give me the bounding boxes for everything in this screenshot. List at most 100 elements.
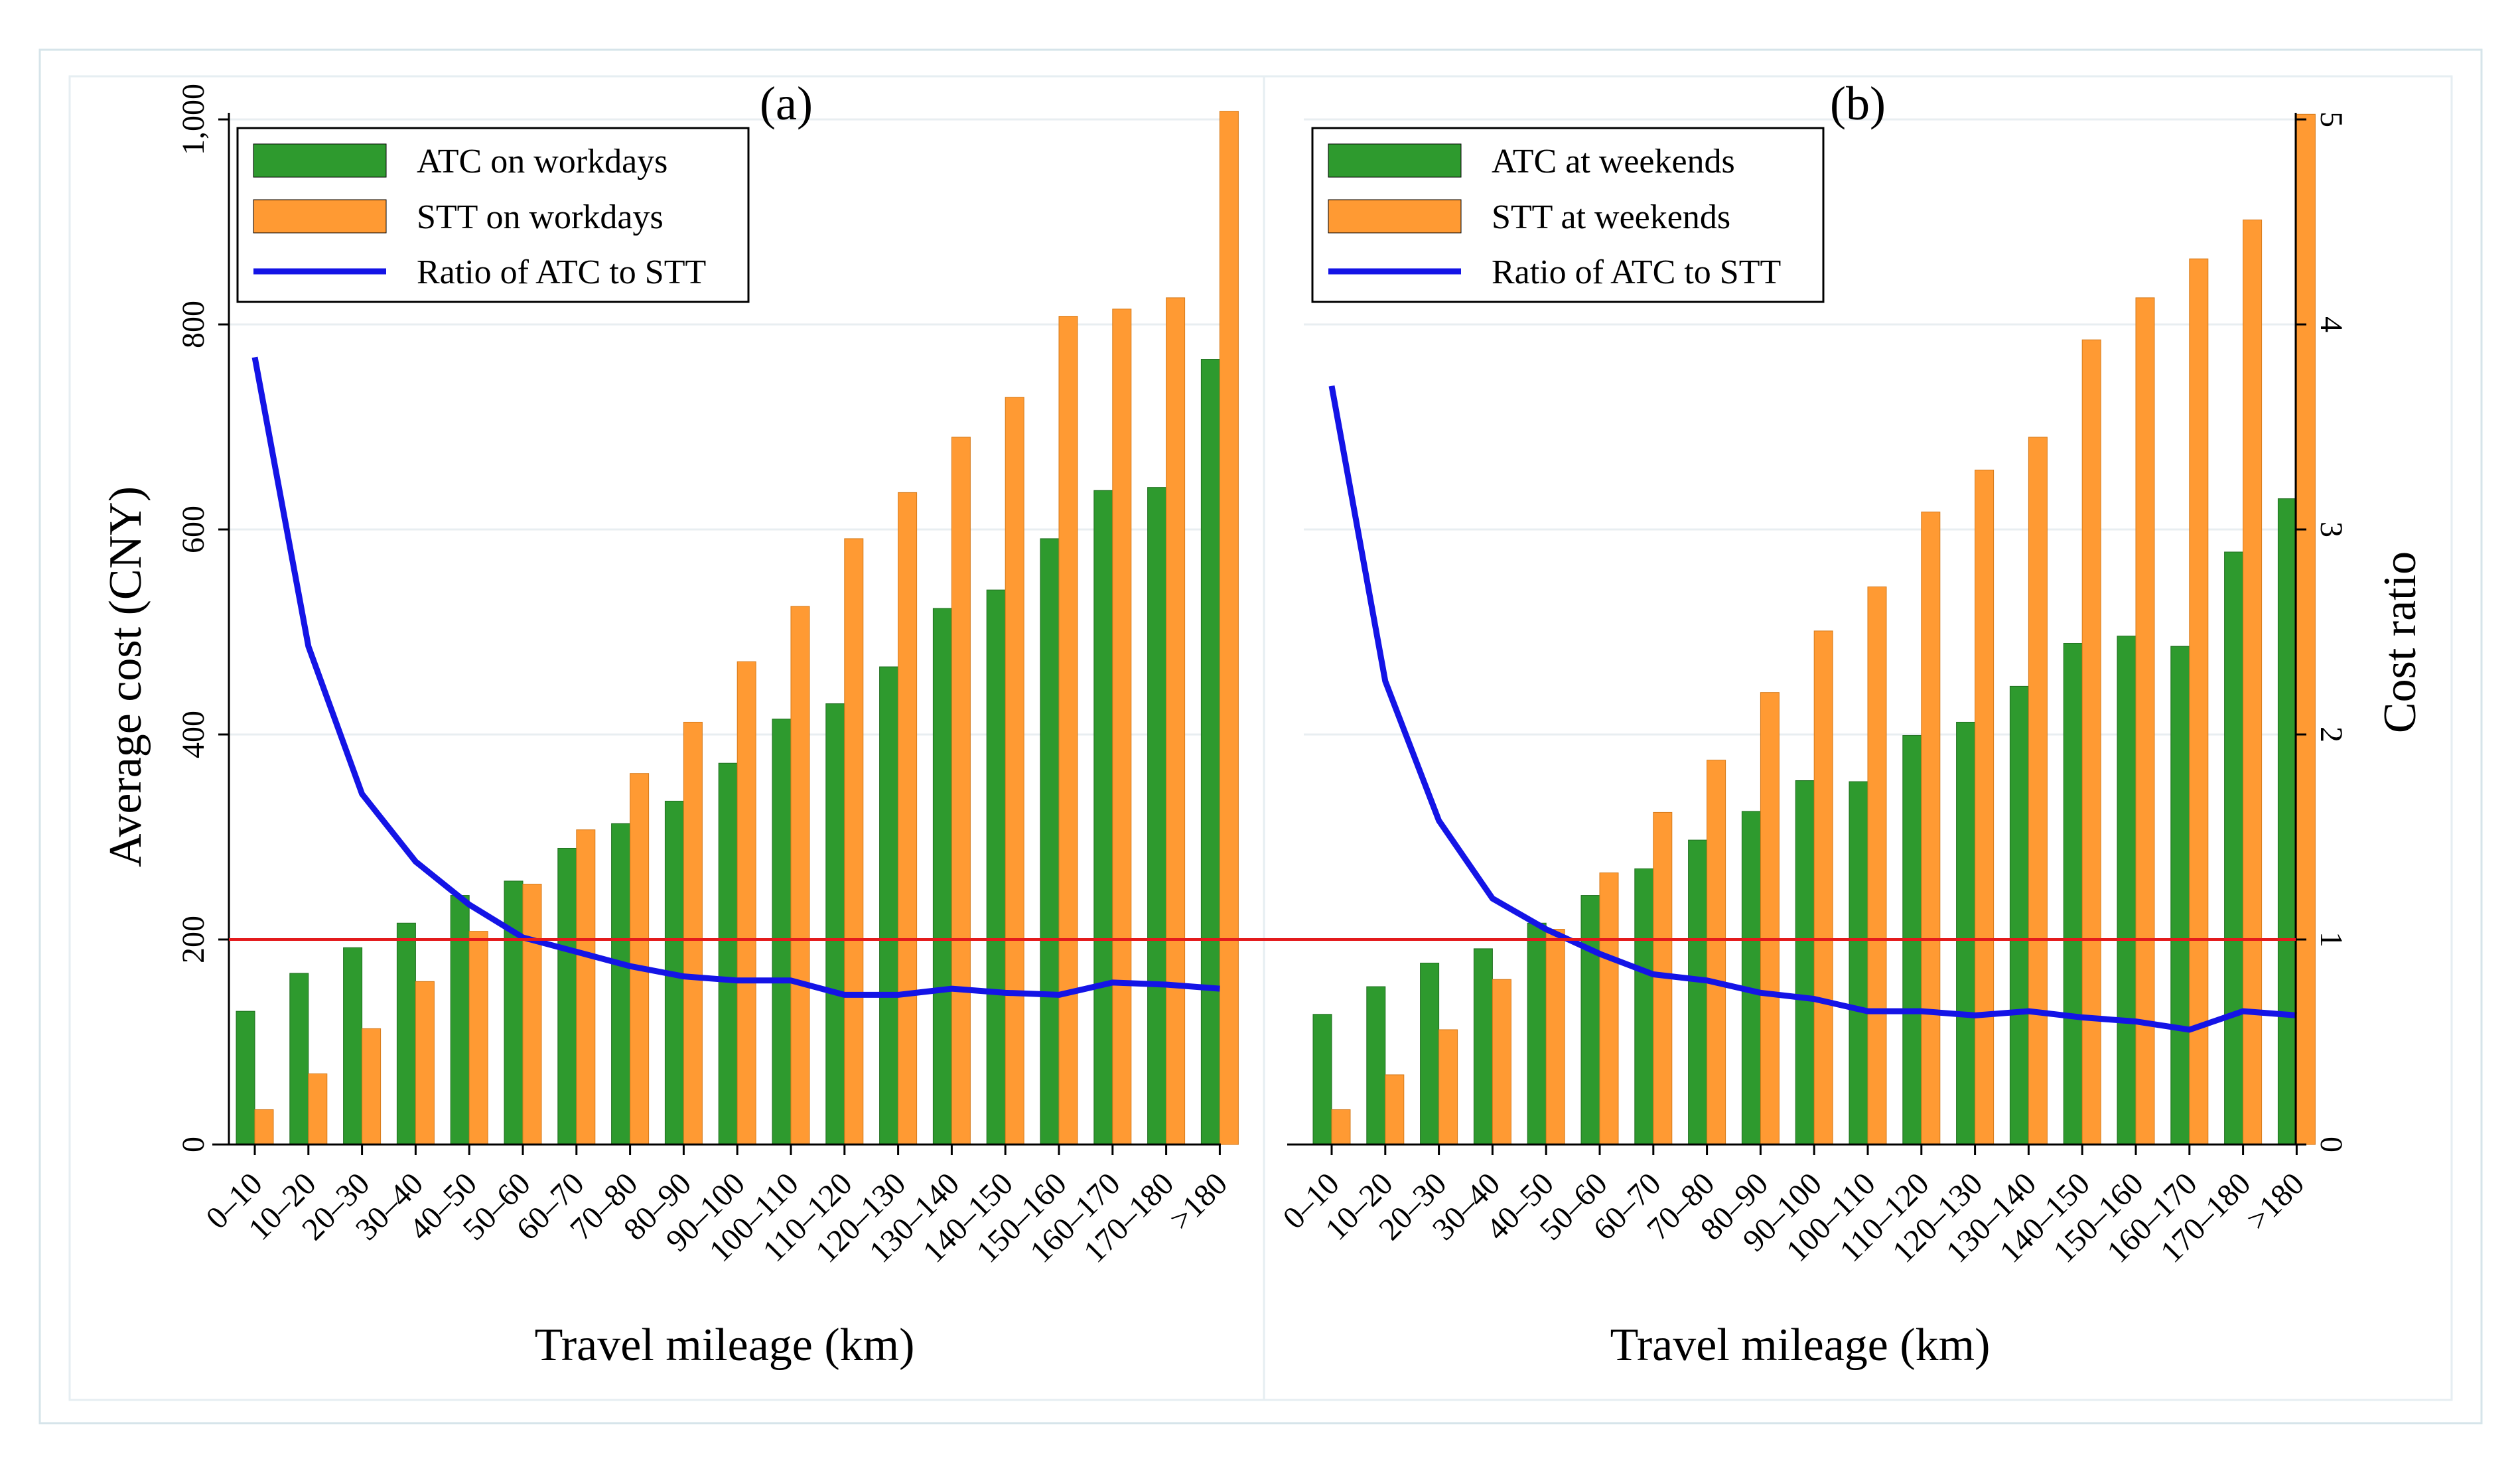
bar-stt	[683, 721, 703, 1145]
bar-stt	[1867, 587, 1887, 1145]
bar-stt	[736, 661, 756, 1145]
panel-a: 0–1010–2020–3030–4040–5050–6060–7070–808…	[100, 77, 1239, 1371]
bar-atc	[1200, 359, 1220, 1145]
panel-a-axes	[212, 113, 1221, 1155]
bar-stt	[630, 773, 650, 1145]
bar-atc	[1580, 895, 1600, 1145]
bar-stt	[2081, 339, 2101, 1145]
legend-label-ratio: Ratio of ATC to STT	[1492, 253, 1781, 291]
bar-atc	[1312, 1014, 1332, 1145]
bar-stt	[1385, 1074, 1405, 1145]
panel-a-y-tick-labels: 0 200 400 600 800 1,000	[176, 84, 211, 1152]
bar-stt	[576, 829, 596, 1145]
bar-stt	[1058, 316, 1078, 1145]
bar-atc	[1473, 948, 1493, 1145]
bar-atc	[289, 973, 309, 1145]
bar-stt	[1545, 929, 1565, 1145]
outer-frame	[38, 48, 2483, 1424]
y2-tick-label: 4	[2314, 316, 2349, 332]
bar-atc	[1956, 721, 1976, 1145]
panel-b-axes	[1287, 113, 2306, 1155]
x-tick-label: >180	[1163, 1166, 1235, 1237]
bar-stt	[2135, 297, 2155, 1145]
bar-atc	[1634, 868, 1654, 1145]
bar-atc	[772, 719, 792, 1145]
bar-stt	[790, 606, 810, 1145]
panel-b-legend: ATC at weekends STT at weekends Ratio of…	[1311, 127, 1825, 303]
bar-stt	[1438, 1029, 1458, 1145]
bar-stt	[1492, 979, 1511, 1145]
bar-stt	[308, 1073, 328, 1145]
legend-label-stt: STT on workdays	[417, 198, 664, 236]
bar-stt	[1599, 872, 1619, 1145]
panel-a-label: (a)	[760, 77, 813, 130]
bar-stt	[362, 1028, 382, 1145]
bar-atc	[343, 947, 363, 1145]
panel-a-legend: ATC on workdays STT on workdays Ratio of…	[236, 127, 750, 303]
bar-atc	[718, 762, 738, 1145]
panel-a-y-axis-title: Average cost (CNY)	[100, 486, 151, 867]
y2-tick-label: 2	[2314, 727, 2349, 742]
panel-a-x-axis-title: Travel mileage (km)	[535, 1320, 915, 1371]
bar-atc	[1849, 781, 1868, 1145]
bar-atc	[504, 880, 524, 1145]
y-tick-label: 800	[176, 301, 211, 348]
y-tick-label: 200	[176, 916, 211, 963]
bar-stt	[2189, 258, 2209, 1145]
legend-label-atc: ATC at weekends	[1492, 143, 1735, 180]
legend-swatch-stt	[253, 199, 387, 234]
bar-atc	[2277, 498, 2297, 1145]
panel-b-x-axis-title: Travel mileage (km)	[1610, 1320, 1991, 1371]
y-tick-label: 1,000	[176, 84, 211, 155]
y2-tick-label: 0	[2314, 1137, 2349, 1152]
legend-swatch-stt	[1328, 199, 1462, 234]
bar-stt	[1005, 397, 1024, 1145]
bar-atc	[2009, 685, 2029, 1145]
bar-stt	[1331, 1109, 1351, 1145]
bar-atc	[450, 895, 470, 1145]
panel-b-ratio-line	[1328, 385, 2297, 1033]
bar-stt	[1219, 111, 1239, 1145]
panel-a-ratio-line	[251, 356, 1220, 998]
bar-atc	[396, 922, 416, 1145]
y-tick-label: 0	[176, 1137, 211, 1152]
panel-b: 0–1010–2020–3030–4040–5050–6060–7070–808…	[1276, 77, 2426, 1371]
bar-atc	[2063, 642, 2083, 1145]
bar-atc	[557, 847, 577, 1145]
bar-stt	[1112, 309, 1132, 1145]
bar-stt	[522, 884, 542, 1145]
y2-tick-label: 5	[2314, 111, 2349, 127]
panel-b-y2-tick-labels: 0 1 2 3 4 5	[2314, 111, 2349, 1152]
bar-stt	[2243, 219, 2263, 1145]
bar-stt	[1921, 512, 1941, 1145]
bar-atc	[1688, 839, 1708, 1145]
legend-swatch-atc	[1328, 143, 1462, 178]
bar-stt	[1166, 297, 1186, 1145]
bar-atc	[1741, 811, 1761, 1145]
ratio-line	[1328, 385, 2297, 1033]
bar-atc	[1527, 922, 1547, 1145]
bar-stt	[415, 981, 435, 1145]
bar-atc	[986, 589, 1006, 1145]
bar-stt	[844, 538, 864, 1145]
legend-label-ratio: Ratio of ATC to STT	[417, 253, 706, 291]
legend-label-atc: ATC on workdays	[417, 143, 667, 180]
bar-atc	[1366, 986, 1386, 1145]
bar-stt	[1975, 469, 1995, 1145]
bar-stt	[1760, 692, 1780, 1145]
bar-atc	[2224, 551, 2244, 1145]
bar-atc	[1093, 490, 1113, 1145]
panel-b-x-tick-labels: 0–1010–2020–3030–4040–5050–6060–7070–808…	[1276, 1166, 2311, 1269]
bar-atc	[879, 666, 899, 1145]
bar-stt	[2028, 437, 2048, 1145]
inner-frame	[68, 75, 2453, 1401]
y2-tick-label: 3	[2314, 521, 2349, 537]
bar-stt	[2296, 113, 2316, 1145]
bar-stt	[1707, 760, 1726, 1145]
bar-atc	[1420, 963, 1440, 1145]
bar-stt	[898, 492, 918, 1145]
panel-b-label: (b)	[1830, 77, 1886, 130]
ratio-line	[251, 356, 1220, 998]
bar-atc	[1040, 538, 1060, 1145]
